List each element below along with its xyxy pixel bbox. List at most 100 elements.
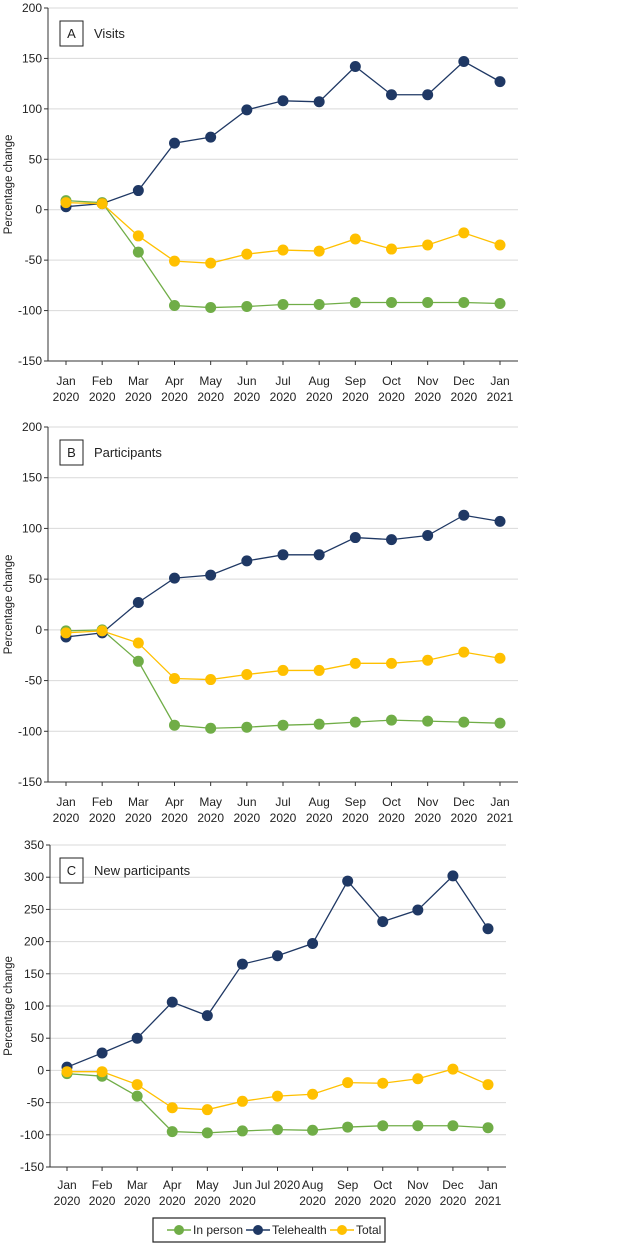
data-point xyxy=(96,1047,108,1059)
data-point xyxy=(377,1120,389,1132)
x-tick-label: 2020 xyxy=(233,811,260,825)
series-in-person xyxy=(61,1068,494,1139)
x-tick-label: Jul xyxy=(275,374,290,388)
series-total xyxy=(61,1063,494,1116)
data-point xyxy=(132,246,144,258)
x-tick-label: 2020 xyxy=(334,1194,361,1208)
x-tick-label: Jan xyxy=(57,1178,76,1192)
y-tick-label: 200 xyxy=(22,1,42,15)
data-point xyxy=(313,245,325,257)
data-point xyxy=(494,717,506,729)
data-point xyxy=(277,299,289,311)
data-point xyxy=(422,530,434,542)
data-point xyxy=(241,104,253,116)
data-point xyxy=(241,668,253,680)
data-point xyxy=(386,534,397,546)
data-point xyxy=(386,714,397,726)
series-line xyxy=(67,1068,489,1111)
y-tick-label: -50 xyxy=(27,1096,45,1110)
data-point xyxy=(166,996,178,1008)
data-point xyxy=(277,549,289,561)
data-point xyxy=(307,1088,319,1100)
data-point xyxy=(422,715,434,727)
data-point xyxy=(96,198,108,210)
x-tick-label: 2020 xyxy=(197,390,224,404)
x-tick-label: Jan xyxy=(490,795,509,809)
data-point xyxy=(132,185,144,197)
x-tick-label: 2020 xyxy=(306,811,333,825)
data-point xyxy=(349,532,361,544)
data-point xyxy=(422,89,434,101)
x-tick-label: 2020 xyxy=(229,1194,256,1208)
x-tick-label: Jun xyxy=(237,374,256,388)
data-point xyxy=(60,627,72,639)
series-telehealth xyxy=(60,55,506,213)
data-point xyxy=(60,197,72,209)
x-tick-label: Sep xyxy=(345,374,367,388)
y-tick-label: -150 xyxy=(18,775,42,789)
y-tick-label: 0 xyxy=(35,623,42,637)
x-tick-label: 2020 xyxy=(125,811,152,825)
data-point xyxy=(377,1077,389,1089)
x-tick-label: Feb xyxy=(92,795,113,809)
data-point xyxy=(422,239,434,251)
x-tick-label: 2020 xyxy=(404,1194,431,1208)
data-point xyxy=(241,721,253,733)
data-point xyxy=(277,244,289,256)
panel-letter-box xyxy=(59,439,84,466)
data-point xyxy=(342,1077,354,1089)
data-point xyxy=(236,1125,248,1137)
x-tick-label: 2021 xyxy=(487,811,514,825)
x-tick-label: Apr xyxy=(163,1178,182,1192)
data-point xyxy=(342,1121,354,1133)
data-point xyxy=(458,227,470,239)
legend-label: Total xyxy=(356,1223,381,1237)
x-tick-label: 2020 xyxy=(414,390,441,404)
data-point xyxy=(277,719,289,731)
x-tick-label: Jan xyxy=(478,1178,497,1192)
data-point xyxy=(169,673,180,685)
x-tick-label: Jun xyxy=(237,795,256,809)
x-tick-label: Apr xyxy=(165,374,184,388)
data-point xyxy=(96,1066,108,1078)
data-point xyxy=(458,55,470,67)
x-tick-label: Apr xyxy=(165,795,184,809)
x-tick-label: 2020 xyxy=(342,811,369,825)
x-tick-label: Nov xyxy=(407,1178,428,1192)
data-point xyxy=(447,870,459,882)
panel-letter: A xyxy=(67,26,76,41)
data-point xyxy=(169,572,180,584)
series-line xyxy=(65,60,501,208)
series-line xyxy=(65,629,501,729)
x-tick-label: 2020 xyxy=(369,1194,396,1208)
y-tick-label: 150 xyxy=(24,967,44,981)
data-point xyxy=(494,652,506,664)
x-tick-label: 2020 xyxy=(233,390,260,404)
x-tick-label: Dec xyxy=(442,1178,463,1192)
data-point xyxy=(412,1073,424,1085)
data-point xyxy=(236,1095,248,1107)
data-point xyxy=(494,239,506,251)
data-point xyxy=(241,301,253,313)
data-point xyxy=(132,637,144,649)
data-point xyxy=(132,230,144,242)
y-tick-label: 50 xyxy=(29,572,43,586)
x-tick-label: 2020 xyxy=(54,1194,81,1208)
x-tick-label: 2020 xyxy=(342,390,369,404)
y-tick-label: -150 xyxy=(18,354,42,368)
data-point xyxy=(313,299,325,311)
x-tick-label: May xyxy=(196,1178,219,1192)
y-tick-label: 150 xyxy=(22,51,42,65)
data-point xyxy=(169,719,180,731)
x-tick-label: 2020 xyxy=(414,811,441,825)
legend: In person Telehealth Total xyxy=(152,1217,386,1243)
y-tick-label: -100 xyxy=(20,1128,44,1142)
legend-marker xyxy=(174,1225,184,1235)
data-point xyxy=(277,95,289,107)
x-tick-label: Nov xyxy=(417,374,438,388)
panel-letter-box xyxy=(59,20,84,47)
x-tick-label: Aug xyxy=(302,1178,323,1192)
data-point xyxy=(458,509,470,521)
data-point xyxy=(169,137,180,149)
